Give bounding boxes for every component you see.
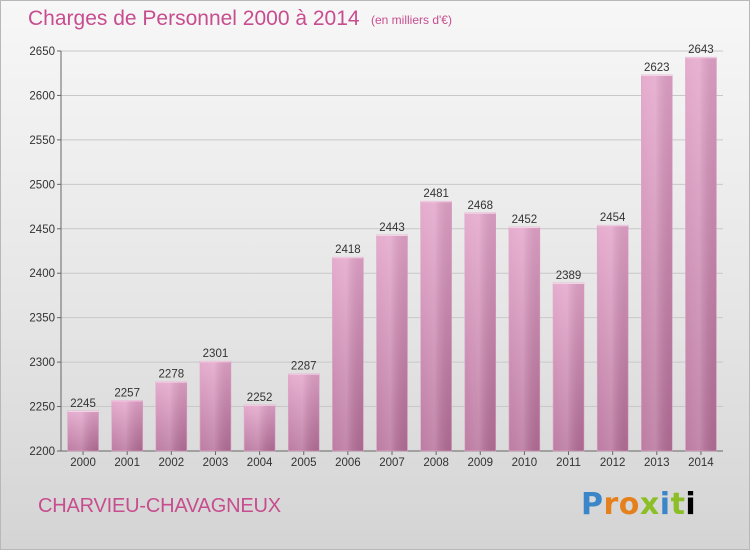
data-label: 2454 [600,212,626,224]
bar [155,381,188,452]
bar [508,226,541,452]
bar [376,234,408,452]
y-tick-label: 2400 [29,268,55,280]
bar-sheen [155,381,187,451]
bar [199,360,232,452]
data-label: 2481 [423,188,449,200]
bar-sheen [464,212,496,451]
data-label: 2452 [512,214,538,226]
bar [420,200,452,452]
x-tick-label: 2014 [688,457,714,469]
commune-name: CHARVIEU-CHAVAGNEUX [38,495,281,517]
bar-sheen [111,400,143,451]
chart-unit-note: (en milliers d'€) [371,13,452,27]
y-tick-label: 2300 [29,357,55,369]
y-tick-label: 2450 [29,224,55,236]
bar-sheen [420,201,452,451]
x-tick-label: 2009 [467,457,493,469]
bar [243,404,276,452]
x-tick-label: 2008 [423,457,449,469]
bar [67,410,99,452]
bar [111,400,143,452]
bar [552,282,585,452]
data-labels: 2245 2257 2278 2301 2252 2287 2418 2443 2481 2468… [70,44,713,410]
x-tick-label: 2013 [644,457,670,469]
bar-sheen [288,373,320,451]
data-label: 2643 [688,44,714,56]
x-tick-label: 2001 [114,457,140,469]
data-label: 2389 [556,270,582,282]
x-tick-label: 2004 [247,457,273,469]
data-label: 2287 [291,361,317,373]
y-tick-label: 2650 [29,46,55,58]
bar-sheen [553,283,584,451]
bar-sheen [67,411,99,451]
bar [641,74,673,452]
data-label: 2623 [644,62,670,74]
chart-title: Charges de Personnel 2000 à 2014 [28,7,360,30]
y-tick-label: 2250 [29,402,55,414]
x-tick-label: 2011 [556,457,581,469]
data-label: 2418 [335,244,361,256]
data-label: 2278 [159,369,185,381]
y-tick-label: 2350 [29,313,55,325]
bar [332,256,364,452]
bar-sheen [685,57,717,451]
y-tick-label: 2550 [29,135,55,147]
bar [596,224,629,452]
bar-sheen [597,225,629,451]
bar-sheen [332,257,364,451]
bar [464,212,497,452]
y-tick-label: 2200 [29,446,55,458]
x-tick-label: 2005 [291,457,317,469]
bar-sheen [376,235,408,451]
x-tick-label: 2002 [159,457,185,469]
data-label: 2301 [203,348,229,360]
y-tick-label: 2500 [29,179,55,191]
x-tick-label: 2003 [203,457,229,469]
x-tick-label: 2000 [70,457,96,469]
bar [685,56,717,452]
x-tick-label: 2007 [379,457,405,469]
proxiti-logo[interactable]: Proxiti [581,487,697,522]
data-label: 2257 [114,387,140,399]
bars [67,56,717,452]
bar [287,373,320,452]
data-label: 2252 [247,392,273,404]
data-label: 2245 [70,398,96,410]
x-tick-label: 2006 [335,457,361,469]
bar-sheen [641,75,673,451]
bar-sheen [244,404,276,451]
x-tick-label: 2012 [600,457,626,469]
data-label: 2468 [467,200,493,212]
data-label: 2443 [379,222,405,234]
bar-sheen [200,361,231,451]
x-tick-label: 2010 [512,457,538,469]
bar-sheen [508,227,540,451]
y-tick-label: 2600 [29,90,55,102]
